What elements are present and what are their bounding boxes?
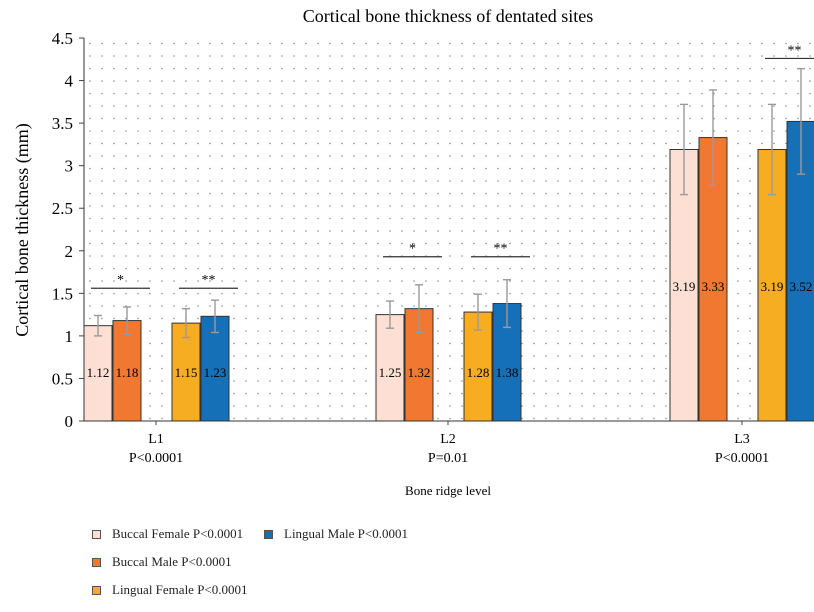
data-label: 1.28: [467, 365, 490, 380]
significance-marker: **: [494, 242, 508, 257]
data-label: 1.15: [175, 365, 198, 380]
legend-item: Lingual Female P<0.0001: [92, 582, 248, 598]
significance-marker: **: [202, 273, 216, 288]
y-tick-label: 3: [65, 157, 74, 176]
y-tick-label: 4: [65, 72, 74, 91]
legend-item: Lingual Male P<0.0001: [264, 526, 408, 542]
legend-swatch: [92, 585, 101, 595]
legend-swatch: [92, 557, 101, 567]
data-label: 3.33: [702, 279, 725, 294]
legend-item: Buccal Female P<0.0001: [92, 526, 243, 542]
bar: [83, 325, 113, 422]
group-pvalue: P=0.01: [428, 451, 468, 466]
y-tick-label: 0.5: [52, 369, 73, 388]
data-label: 3.19: [673, 279, 696, 294]
x-axis-label: Bone ridge level: [405, 483, 491, 498]
legend: Buccal Female P<0.0001 Lingual Male P<0.0…: [92, 526, 512, 610]
data-label: 1.25: [379, 365, 402, 380]
bar: [171, 322, 201, 422]
y-tick-label: 4.5: [52, 29, 73, 48]
data-label: 1.18: [116, 365, 139, 380]
significance-marker: *: [117, 273, 124, 288]
chart-title: Cortical bone thickness of dentated site…: [303, 6, 593, 26]
y-tick-label: 0: [65, 412, 74, 431]
plot-area: 0 0.5 1 1.5 2 2.5 3 3.5 4 4.5 1.12 1.25 3.19 1.18 1.32…: [52, 29, 814, 466]
x-tick-label: L2: [440, 432, 456, 447]
data-label: 1.32: [408, 365, 431, 380]
data-label: 1.23: [204, 365, 227, 380]
group-pvalue: P<0.0001: [715, 451, 769, 466]
legend-label: Lingual Male P<0.0001: [284, 526, 408, 541]
legend-swatch: [92, 529, 101, 539]
significance-marker: **: [788, 43, 802, 58]
significance-marker: *: [409, 242, 416, 257]
y-tick-label: 1.5: [52, 284, 73, 303]
y-tick-label: 1: [65, 327, 74, 346]
legend-label: Lingual Female P<0.0001: [112, 582, 248, 597]
y-tick-label: 2.5: [52, 199, 73, 218]
legend-label: Buccal Male P<0.0001: [112, 554, 232, 569]
y-tick-label: 3.5: [52, 114, 73, 133]
data-label: 3.52: [790, 279, 813, 294]
y-axis-label: Cortical bone thickness (mm): [12, 123, 33, 336]
x-tick-label: L3: [734, 432, 750, 447]
legend-item: Buccal Male P<0.0001: [92, 554, 232, 570]
x-tick-label: L1: [148, 432, 164, 447]
data-label: 1.38: [496, 365, 519, 380]
data-label: 3.19: [761, 279, 784, 294]
group-pvalue: P<0.0001: [129, 451, 183, 466]
legend-swatch: [264, 529, 273, 539]
bar: [200, 315, 230, 422]
legend-label: Buccal Female P<0.0001: [112, 526, 244, 541]
data-label: 1.12: [87, 365, 110, 380]
y-tick-label: 2: [65, 242, 74, 261]
